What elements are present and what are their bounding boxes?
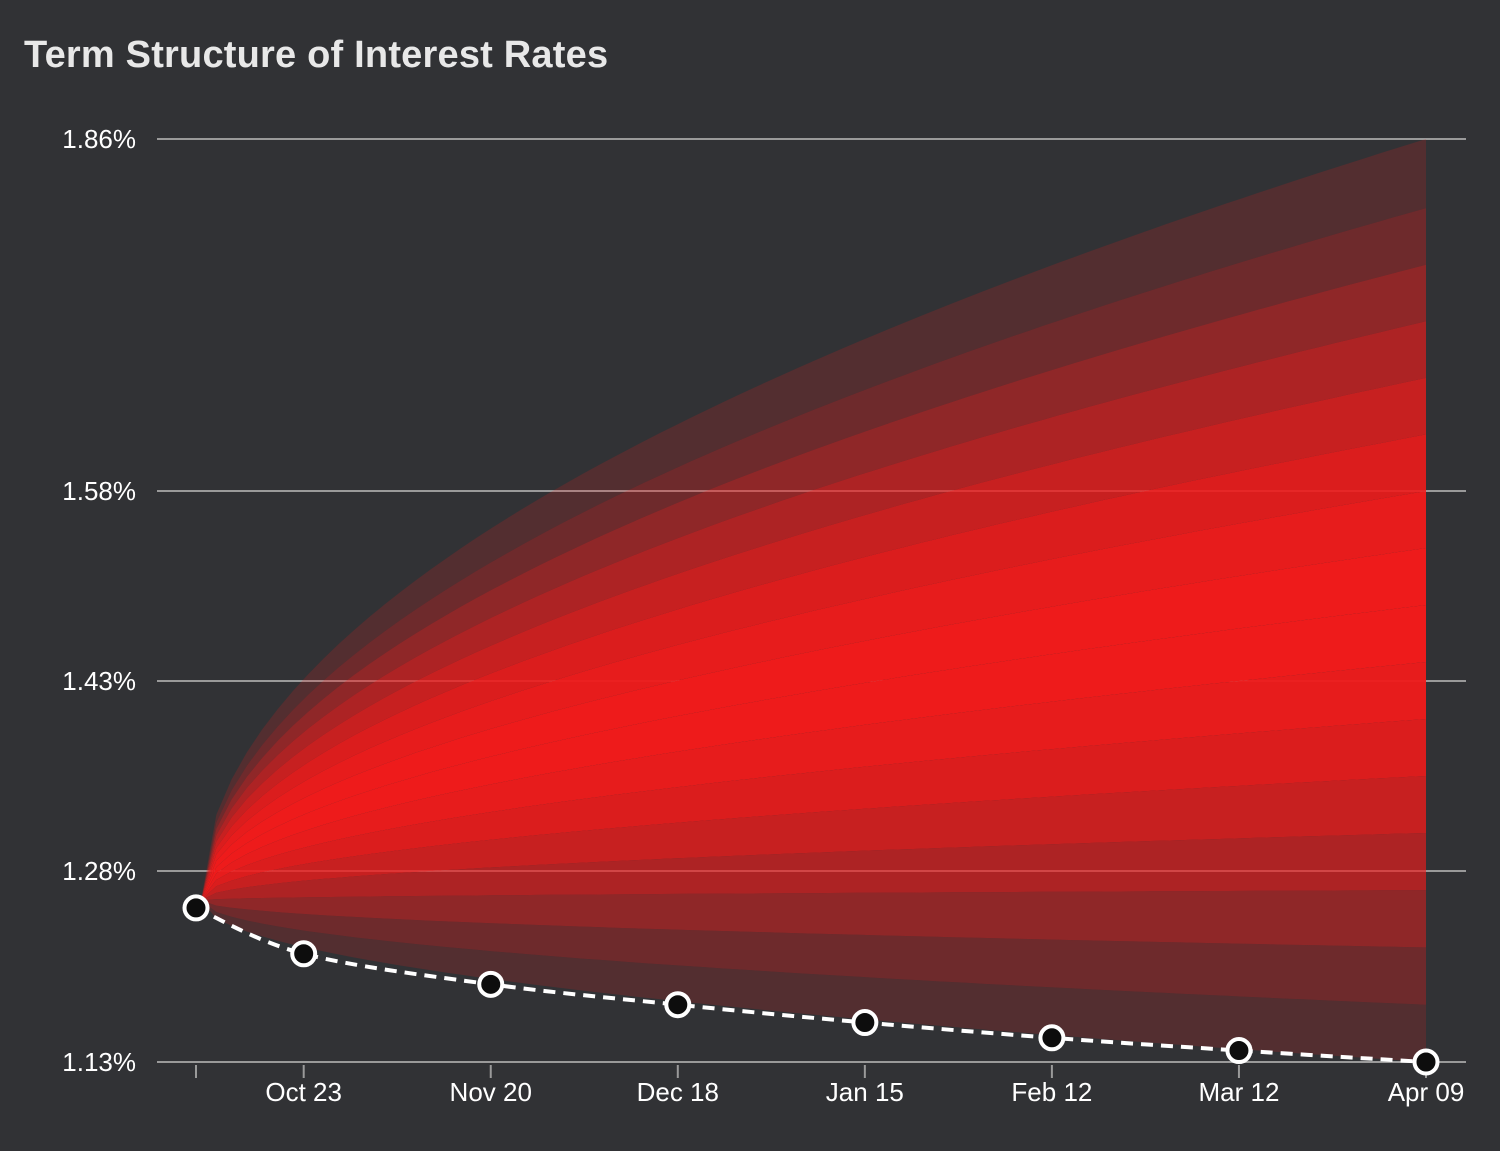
curve-point-5	[1038, 1024, 1066, 1052]
y-tick-label: 1.28%	[62, 856, 136, 886]
fan-band-0	[201, 900, 1426, 1062]
fan-band-8	[201, 548, 1426, 901]
curve-point-3	[664, 991, 692, 1019]
x-axis: Oct 23 Nov 20 Dec 18 Jan 15 Feb 12 Mar 12 Apr …	[195, 1065, 1465, 1107]
curve-point-4	[851, 1009, 879, 1037]
y-tick-label: 1.86%	[62, 124, 136, 154]
curve-point-2	[477, 970, 505, 998]
forward-curve-line	[195, 906, 1427, 1064]
fan-band-2	[201, 890, 1426, 948]
fan-band-4	[201, 776, 1426, 901]
fan-band-13	[201, 264, 1426, 901]
fan-band-14	[201, 208, 1426, 901]
y-tick-label: 1.13%	[62, 1047, 136, 1077]
fan-band-6	[201, 662, 1426, 901]
x-tick-label: Feb 12	[1011, 1077, 1092, 1107]
x-tick-label: Mar 12	[1198, 1077, 1279, 1107]
fan-band-1	[201, 900, 1426, 1005]
x-tick-label: Dec 18	[637, 1077, 719, 1107]
x-tick-label: Jan 15	[826, 1077, 904, 1107]
curve-point-1	[290, 940, 318, 968]
y-tick-label: 1.58%	[62, 476, 136, 506]
fan-band-10	[201, 434, 1426, 901]
curve-point-7	[1412, 1048, 1440, 1076]
y-tick-label: 1.43%	[62, 666, 136, 696]
forward-curve	[182, 894, 1440, 1076]
chart-title: Term Structure of Interest Rates	[24, 34, 609, 76]
fan-band-9	[201, 491, 1426, 901]
curve-point-0	[182, 894, 210, 922]
y-axis-labels: 1.13% 1.28% 1.43% 1.58% 1.86%	[62, 124, 136, 1077]
fan-band-7	[201, 605, 1426, 901]
confidence-fan	[201, 139, 1426, 1062]
x-tick-label: Nov 20	[450, 1077, 532, 1107]
x-tick-label: Oct 23	[265, 1077, 342, 1107]
fan-band-3	[201, 833, 1426, 901]
curve-point-6	[1225, 1037, 1253, 1065]
fan-band-12	[201, 321, 1426, 901]
x-tick-label: Apr 09	[1388, 1077, 1465, 1107]
fan-band-11	[201, 377, 1426, 901]
fan-band-5	[201, 719, 1426, 901]
fan-band-15	[201, 139, 1426, 901]
